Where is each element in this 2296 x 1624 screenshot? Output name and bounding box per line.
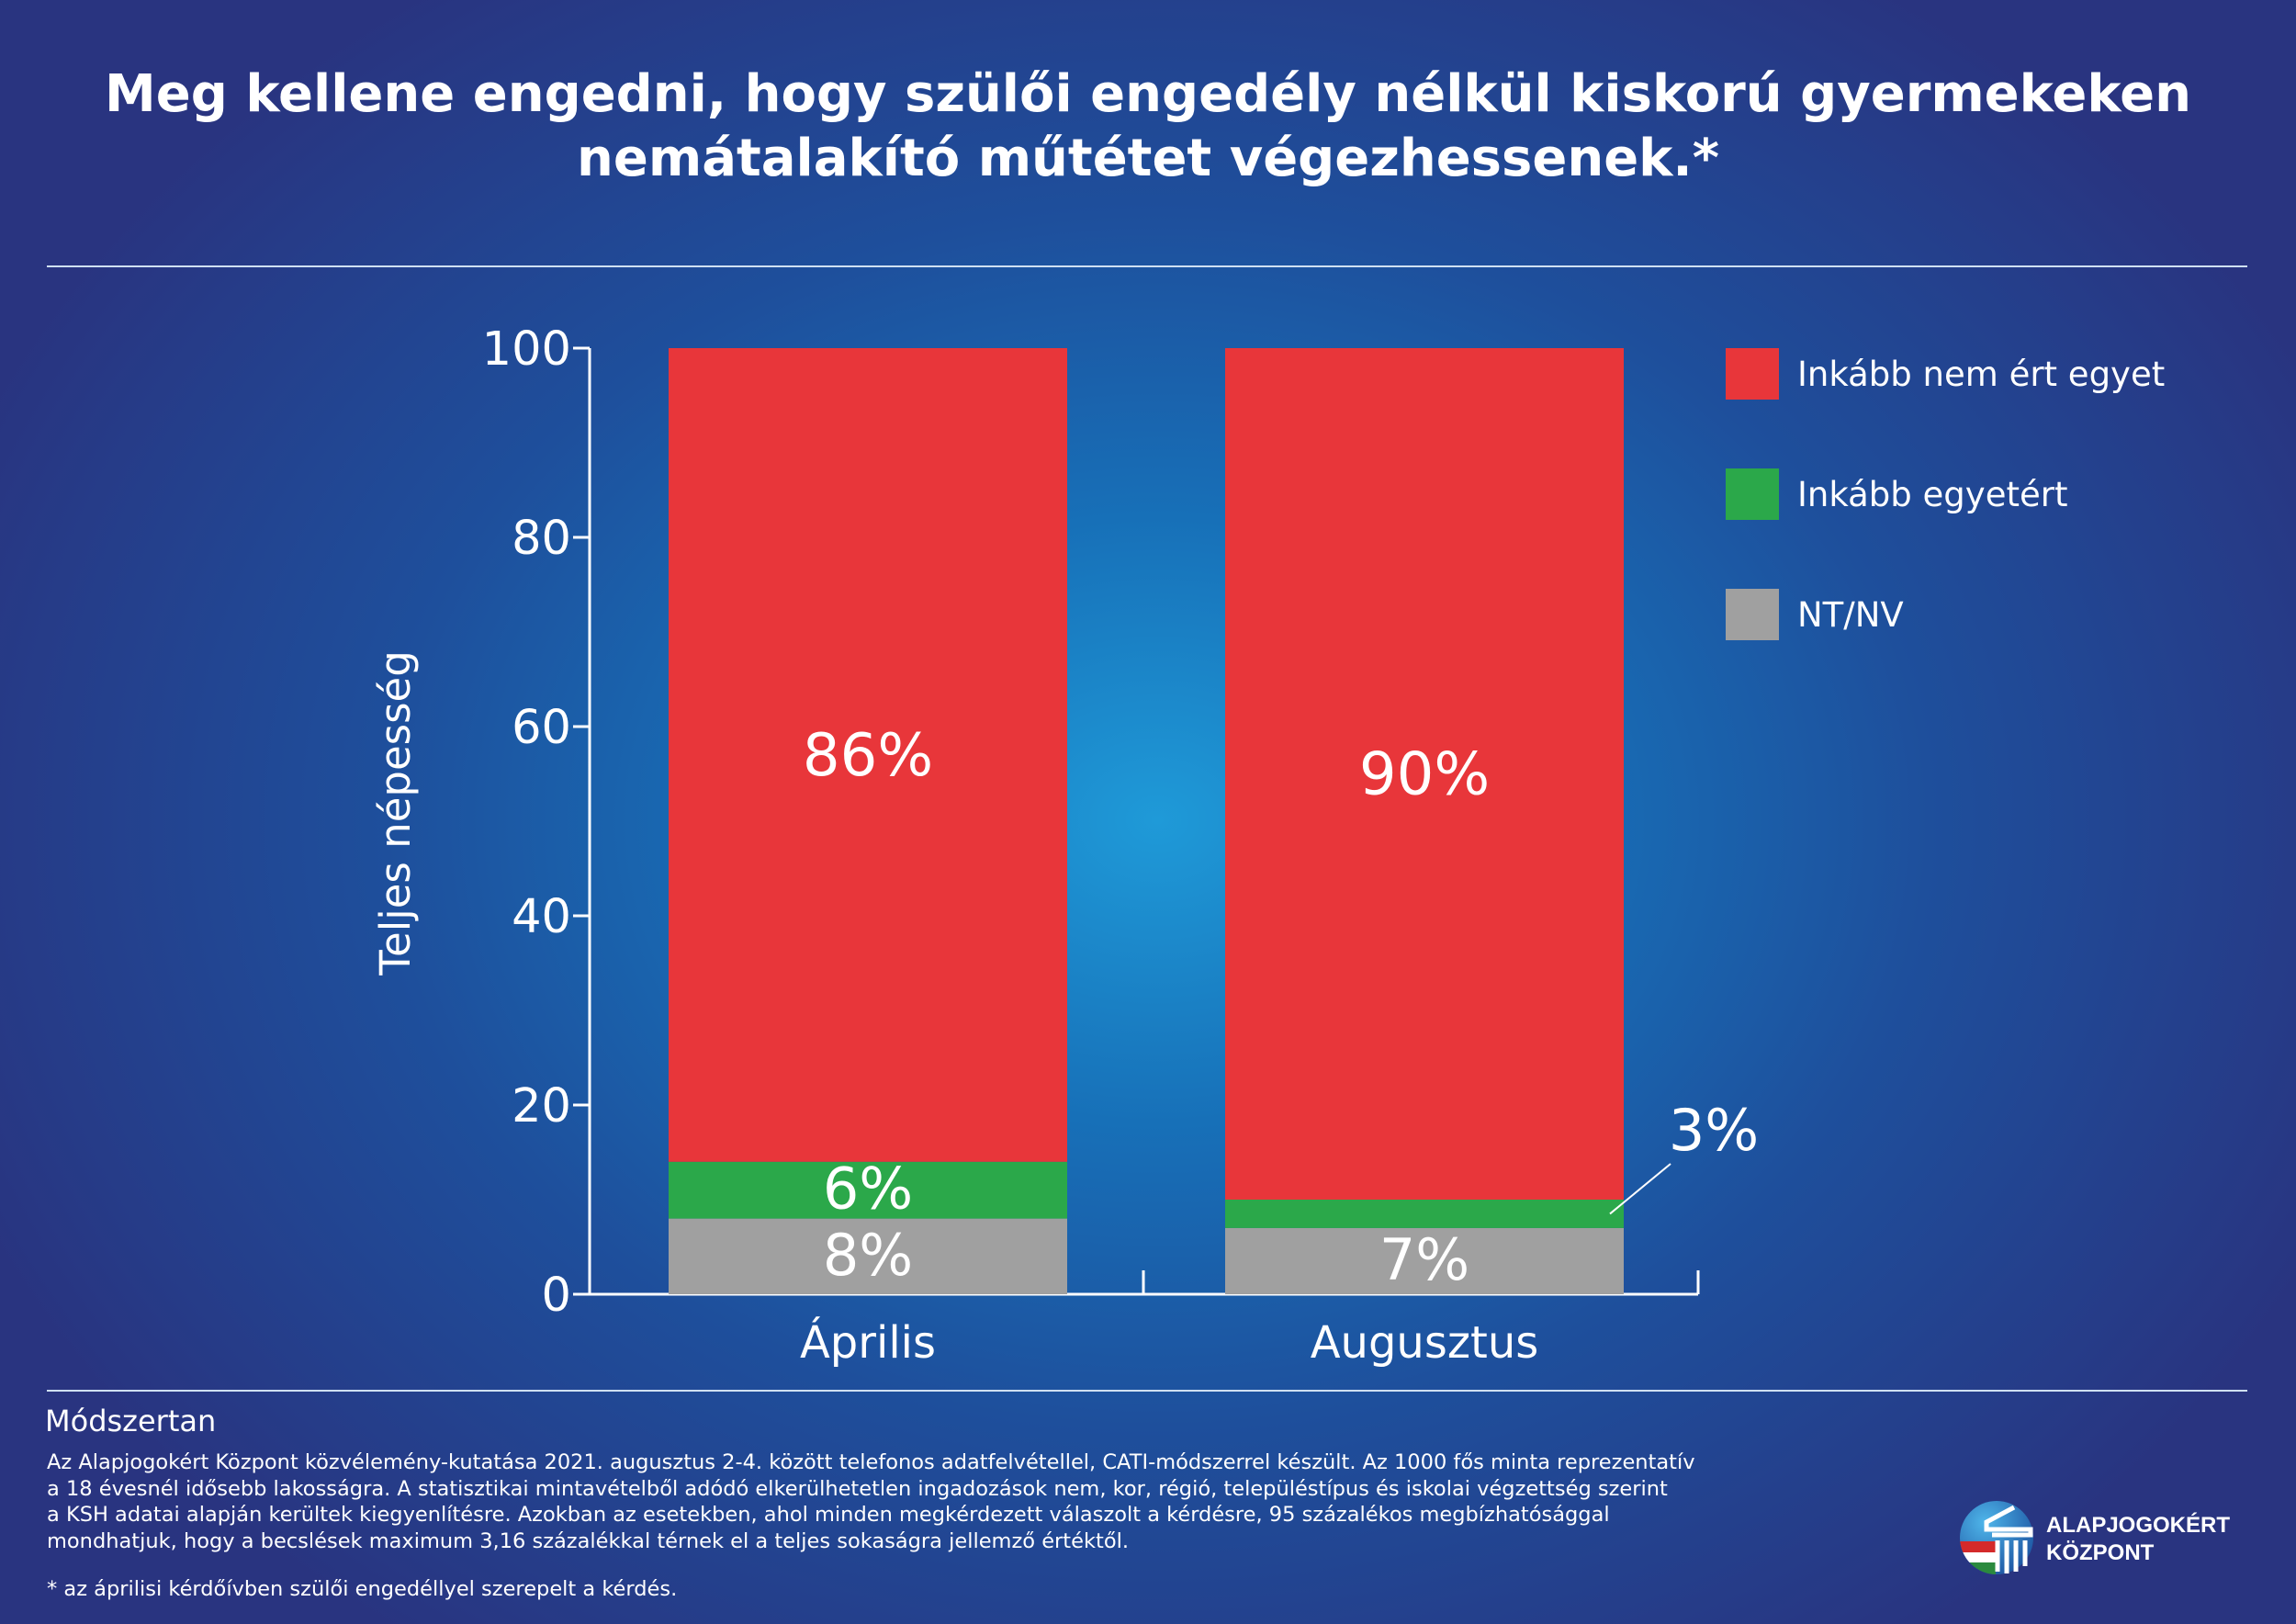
legend-label: NT/NV (1797, 594, 1904, 635)
title-line-1: Meg kellene engedni, hogy szülői engedél… (105, 64, 2191, 124)
top-divider (47, 265, 2247, 267)
footnote: * az áprilisi kérdőívben szülői engedéll… (47, 1577, 678, 1601)
y-tick-label: 80 (512, 512, 571, 566)
chart-title: Meg kellene engedni, hogy szülői engedél… (0, 62, 2296, 191)
bar-segment (669, 348, 1067, 1162)
data-label: 90% (1359, 741, 1490, 809)
bar-segment (1225, 1227, 1624, 1294)
data-label: 86% (803, 722, 933, 790)
logo-line-1: ALAPJOGOKÉRT (2046, 1513, 2231, 1538)
methodology-line: mondhatjuk, hogy a becslések maximum 3,1… (47, 1529, 1129, 1554)
legend-swatch (1726, 348, 1779, 400)
legend-item: Inkább nem ért egyet (1726, 348, 2165, 400)
y-tick-label: 40 (512, 890, 571, 944)
logo-text: ALAPJOGOKÉRT KÖZPONT (2046, 1512, 2230, 1567)
methodology-title: Módszertan (45, 1404, 217, 1438)
y-tick-label: 0 (542, 1269, 571, 1323)
bottom-divider (47, 1390, 2247, 1392)
y-tick-label: 20 (512, 1079, 571, 1133)
methodology-line: a 18 évesnél idősebb lakosságra. A stati… (47, 1476, 1668, 1501)
logo-emblem-icon (1960, 1501, 2033, 1574)
methodology-line: a KSH adatai alapján kerültek kiegyenlít… (47, 1503, 1610, 1528)
legend-swatch (1726, 468, 1779, 520)
x-category-label: Április (800, 1316, 936, 1369)
title-line-2: nemátalakító műtétet végezhessenek.* (577, 129, 1719, 188)
legend-item: Inkább egyetért (1726, 468, 2067, 520)
legend-swatch (1726, 589, 1779, 640)
data-label-leader (1609, 1163, 1671, 1215)
methodology-body: Az Alapjogokért Központ közvélemény-kuta… (47, 1449, 1746, 1555)
logo-line-2: KÖZPONT (2046, 1540, 2155, 1565)
y-axis-label: Teljes népesség (371, 650, 420, 976)
bar-segment (669, 1218, 1067, 1294)
bar-segment (1225, 1200, 1624, 1228)
bar-segment (1225, 348, 1624, 1200)
legend-item: NT/NV (1726, 589, 1904, 640)
data-label: 8% (823, 1222, 913, 1289)
y-tick-label: 60 (512, 701, 571, 755)
data-label: 6% (823, 1156, 913, 1223)
bar-segment (669, 1161, 1067, 1219)
methodology-line: Az Alapjogokért Központ közvélemény-kuta… (47, 1450, 1695, 1474)
data-label: 3% (1669, 1097, 1759, 1164)
legend-label: Inkább egyetért (1797, 474, 2068, 514)
legend-label: Inkább nem ért egyet (1797, 354, 2166, 394)
y-tick-label: 100 (482, 322, 571, 377)
data-label: 7% (1379, 1226, 1469, 1293)
x-category-label: Augusztus (1311, 1317, 1539, 1369)
